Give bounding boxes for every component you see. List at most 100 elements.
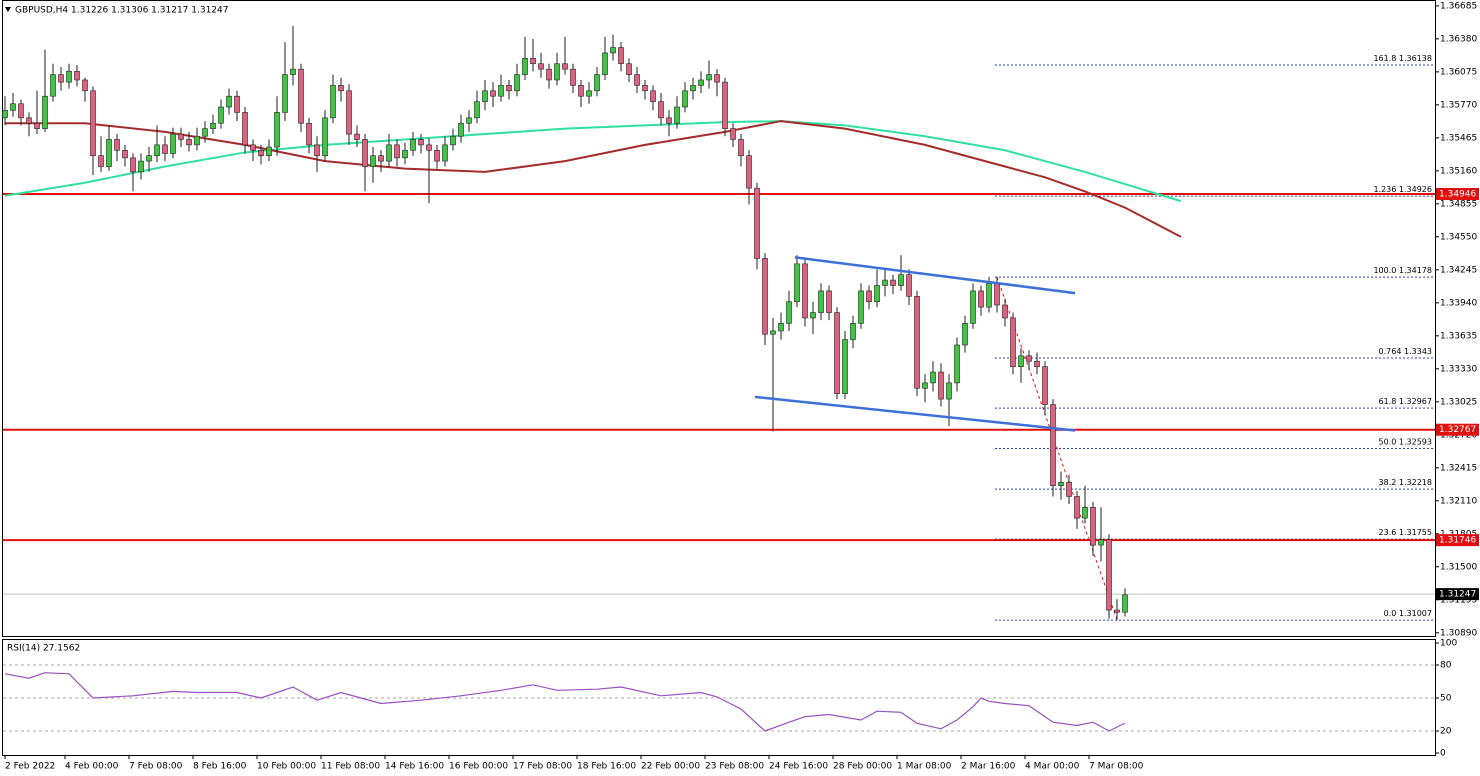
fib-level-label: 61.8 1.32967 bbox=[1379, 397, 1432, 406]
candle-body bbox=[634, 74, 640, 86]
candle-body bbox=[1042, 366, 1048, 405]
fib-ratio: 0.0 bbox=[1384, 609, 1397, 618]
y-tick-label: 1.36685 bbox=[1440, 1, 1477, 11]
level-label: 1.32767 bbox=[1439, 425, 1476, 435]
chart-header: GBPUSD,H4 1.31226 1.31306 1.31217 1.3124… bbox=[15, 6, 228, 16]
fib-price: 1.34926 bbox=[1399, 185, 1432, 194]
candle-body bbox=[986, 283, 992, 308]
y-tick-label: 1.34245 bbox=[1440, 265, 1477, 275]
candle-body bbox=[882, 279, 888, 286]
candle-body bbox=[842, 339, 848, 394]
x-tick-label: 23 Feb 08:00 bbox=[705, 762, 764, 772]
current-price-label: 1.31247 bbox=[1439, 590, 1476, 600]
candle-body bbox=[1066, 482, 1072, 497]
fib-ratio: 1.236 bbox=[1373, 185, 1396, 194]
candle-body bbox=[562, 63, 568, 70]
candle-body bbox=[698, 79, 704, 86]
candle-body bbox=[978, 290, 984, 308]
candle-body bbox=[242, 112, 248, 146]
candle-body bbox=[498, 85, 504, 97]
candle-body bbox=[458, 122, 464, 137]
candle-body bbox=[74, 71, 80, 81]
candle-body bbox=[1082, 506, 1088, 519]
y-tick-label: 1.34550 bbox=[1440, 232, 1477, 242]
candle-body bbox=[514, 74, 520, 92]
candle-body bbox=[802, 263, 808, 319]
candle-body bbox=[330, 85, 336, 119]
candle-body bbox=[394, 144, 400, 159]
x-tick-label: 10 Feb 00:00 bbox=[257, 762, 316, 772]
y-tick-label: 1.32415 bbox=[1440, 463, 1477, 473]
rsi-label: RSI(14) 27.1562 bbox=[7, 644, 80, 654]
y-tick-label: 1.36075 bbox=[1440, 67, 1477, 77]
candle-body bbox=[858, 290, 864, 324]
x-tick-label: 1 Mar 08:00 bbox=[897, 762, 952, 772]
y-tick-label: 1.35465 bbox=[1440, 133, 1477, 143]
candle-body bbox=[194, 135, 200, 146]
candle-body bbox=[602, 52, 608, 75]
candle-body bbox=[106, 139, 112, 167]
candle-body bbox=[850, 323, 856, 340]
x-tick-label: 2 Mar 16:00 bbox=[961, 762, 1016, 772]
rsi-y-tick-label: 20 bbox=[1440, 727, 1452, 737]
collapse-icon[interactable] bbox=[5, 7, 11, 12]
fib-level-label: 100.0 1.34178 bbox=[1373, 266, 1432, 275]
candle-body bbox=[954, 344, 960, 384]
candle-body bbox=[826, 290, 832, 313]
x-tick-label: 8 Feb 16:00 bbox=[193, 762, 247, 772]
candle-body bbox=[34, 122, 40, 129]
candle-body bbox=[98, 155, 104, 167]
x-tick-label: 17 Feb 08:00 bbox=[513, 762, 572, 772]
candle-body bbox=[1090, 506, 1096, 546]
candle-body bbox=[890, 279, 896, 286]
x-tick-label: 22 Feb 00:00 bbox=[641, 762, 700, 772]
trendline bbox=[794, 256, 1076, 295]
x-tick-label: 7 Feb 08:00 bbox=[129, 762, 183, 772]
fib-price: 1.32593 bbox=[1399, 437, 1432, 446]
fib-ratio: 161.8 bbox=[1373, 54, 1396, 63]
x-tick-label: 14 Feb 16:00 bbox=[385, 762, 444, 772]
candle-body bbox=[1114, 609, 1120, 613]
candle-body bbox=[378, 155, 384, 162]
y-tick-label: 1.34855 bbox=[1440, 199, 1477, 209]
y-tick-label: 1.31195 bbox=[1440, 595, 1477, 605]
candle-body bbox=[290, 68, 296, 75]
candle-body bbox=[722, 81, 728, 129]
x-tick-label: 4 Mar 00:00 bbox=[1025, 762, 1080, 772]
candle-body bbox=[946, 382, 952, 400]
rsi-y-tick-label: 100 bbox=[1440, 639, 1457, 649]
candle-body bbox=[610, 47, 616, 54]
candle-body bbox=[866, 290, 872, 303]
candle-body bbox=[474, 101, 480, 119]
candle-body bbox=[914, 296, 920, 389]
candle-body bbox=[994, 283, 1000, 306]
y-tick-label: 1.35770 bbox=[1440, 100, 1477, 110]
candle-body bbox=[626, 63, 632, 75]
fib-ratio: 23.6 bbox=[1379, 528, 1397, 537]
candle-body bbox=[66, 71, 72, 83]
candle-body bbox=[434, 149, 440, 162]
level-box bbox=[1436, 534, 1479, 547]
rsi-y-tick-label: 80 bbox=[1440, 661, 1452, 671]
candle-body bbox=[426, 144, 432, 151]
candle-body bbox=[210, 122, 216, 129]
candle-body bbox=[402, 149, 408, 159]
candle-body bbox=[962, 323, 968, 346]
candle-body bbox=[10, 103, 16, 111]
rsi-line bbox=[4, 672, 1126, 732]
candle-body bbox=[282, 74, 288, 113]
candle-body bbox=[690, 85, 696, 92]
candle-body bbox=[90, 90, 96, 156]
x-tick-label: 2 Feb 2022 bbox=[5, 762, 55, 772]
candle-body bbox=[298, 68, 304, 124]
candle-body bbox=[874, 285, 880, 303]
candle-body bbox=[490, 90, 496, 97]
x-tick-label: 11 Feb 08:00 bbox=[321, 762, 380, 772]
candle-body bbox=[258, 149, 264, 156]
candle-body bbox=[218, 106, 224, 124]
candle-body bbox=[930, 371, 936, 384]
candle-body bbox=[538, 63, 544, 70]
candle-body bbox=[362, 139, 368, 167]
